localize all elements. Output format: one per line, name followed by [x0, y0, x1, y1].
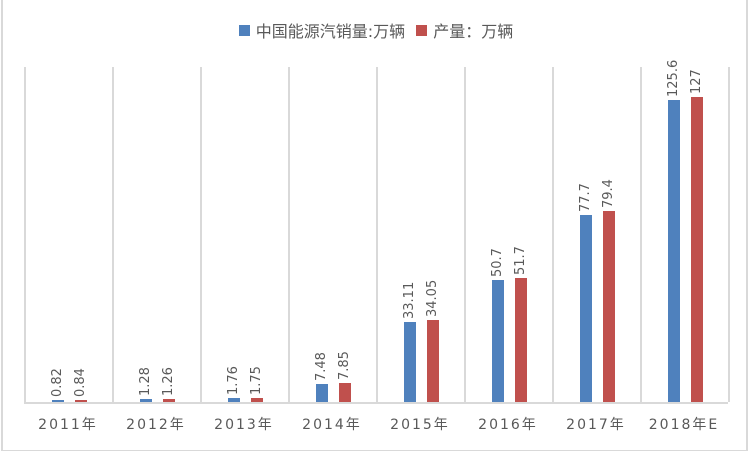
- bar: [427, 320, 439, 402]
- bar: [163, 398, 175, 402]
- category-group: 0.82 0.84: [26, 67, 114, 402]
- legend-swatch-production-icon: [416, 24, 428, 36]
- x-axis-label: 2012年: [126, 417, 186, 433]
- legend-item-production: 产量：万辆: [416, 18, 513, 42]
- bar: [75, 399, 87, 402]
- data-label: 79.4: [601, 179, 616, 209]
- data-label: 1.76: [226, 365, 241, 395]
- data-label: 7.48: [314, 352, 329, 382]
- data-label: 34.05: [425, 280, 440, 318]
- legend-label-production: 产量：万辆: [433, 22, 514, 41]
- data-label: 77.7: [578, 183, 593, 213]
- bar: [580, 215, 592, 402]
- bar: [668, 100, 680, 402]
- data-label: 125.6: [666, 60, 681, 98]
- legend: 中国能源汽销量:万辆 产量：万辆: [0, 18, 752, 42]
- bar: [52, 400, 64, 402]
- data-label: 33.11: [402, 282, 417, 320]
- data-label: 50.7: [490, 248, 505, 278]
- data-label: 0.82: [50, 368, 65, 397]
- x-axis-label: 2018年E: [648, 417, 720, 433]
- x-axis-label: 2014年: [302, 417, 362, 433]
- x-axis-label: 2013年: [214, 417, 274, 433]
- data-label: 1.28: [138, 366, 153, 396]
- legend-swatch-sales-icon: [238, 24, 250, 36]
- bar: [691, 97, 703, 402]
- x-axis-label: 2016年: [478, 417, 538, 433]
- bar: [140, 398, 152, 402]
- bar: [515, 277, 527, 402]
- data-label: 127: [689, 69, 704, 94]
- data-label: 7.85: [337, 351, 352, 381]
- bar: [251, 397, 263, 402]
- x-axis-label: 2015年: [390, 417, 450, 433]
- bar: [339, 383, 351, 402]
- category-group: 33.11 34.05: [378, 67, 466, 402]
- data-label: 1.75: [249, 365, 264, 395]
- data-label: 51.7: [513, 245, 528, 275]
- legend-label-sales: 中国能源汽销量:万辆: [255, 22, 406, 41]
- category-group: 50.7 51.7: [466, 67, 554, 402]
- bar: [603, 211, 615, 402]
- bar: [228, 397, 240, 402]
- x-axis-label: 2011年: [38, 417, 98, 433]
- x-axis-label: 2017年: [566, 417, 626, 433]
- category-group: 7.48 7.85: [290, 67, 378, 402]
- bar: [404, 322, 416, 402]
- category-group: 1.28 1.26: [114, 67, 202, 402]
- data-label: 0.84: [73, 368, 88, 397]
- legend-item-sales: 中国能源汽销量:万辆: [238, 18, 406, 42]
- bar: [316, 384, 328, 402]
- category-group: 125.6 127: [642, 60, 730, 402]
- data-label: 1.26: [161, 367, 176, 396]
- bar: [492, 280, 504, 402]
- category-group: 77.7 79.4: [554, 67, 642, 402]
- category-group: 1.76 1.75: [202, 67, 290, 402]
- plot-area: 0.82 0.84 1.28 1.26 1.76 1.75 7.48 7.85 33.11 34.…: [24, 60, 730, 404]
